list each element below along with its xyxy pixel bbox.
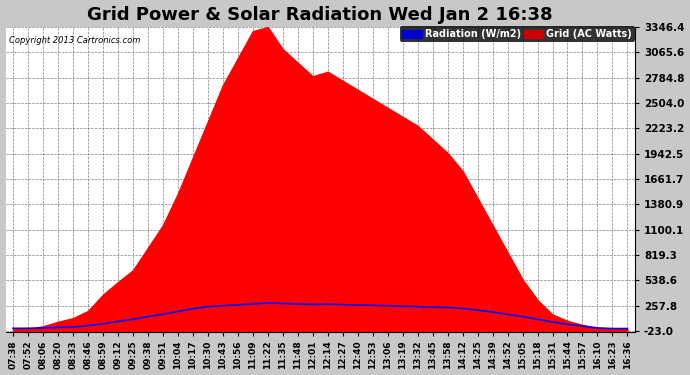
Legend: Radiation (W/m2), Grid (AC Watts): Radiation (W/m2), Grid (AC Watts) xyxy=(400,27,635,42)
Text: Copyright 2013 Cartronics.com: Copyright 2013 Cartronics.com xyxy=(9,36,140,45)
Title: Grid Power & Solar Radiation Wed Jan 2 16:38: Grid Power & Solar Radiation Wed Jan 2 1… xyxy=(88,6,553,24)
